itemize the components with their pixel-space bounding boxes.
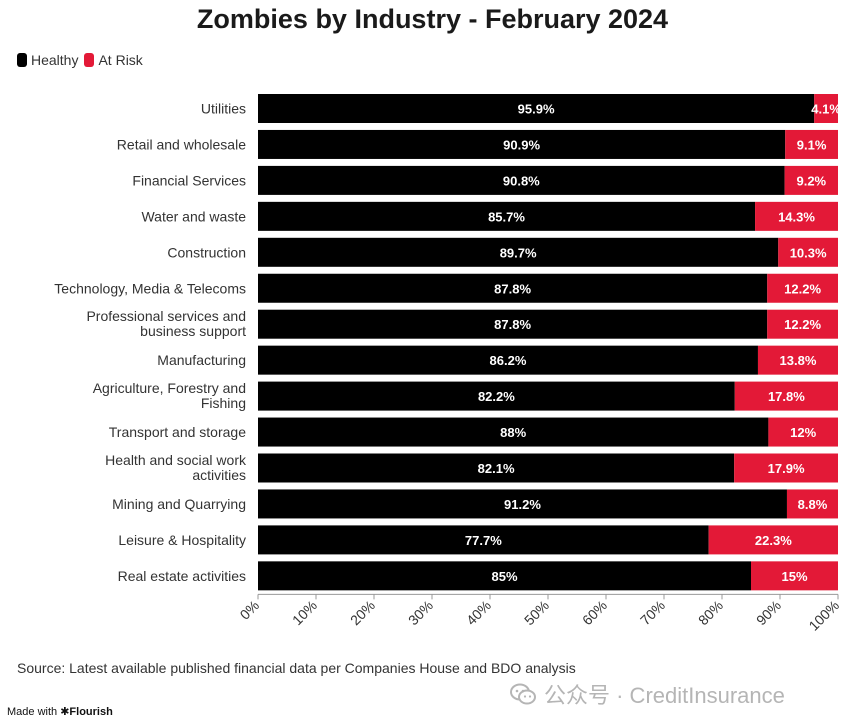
data-label-healthy-transport-and-storage: 88% [500,425,526,440]
category-label-real-estate-activities: Real estate activities [118,568,246,584]
x-tick-label-10: 100% [805,597,842,634]
stacked-bar-chart: Utilities 95.9% 4.1% Retail and wholesale 90… [54,94,842,634]
bar-healthy-construction [258,237,779,267]
bar-healthy-health-and-social-work-activities [258,453,735,483]
bar-at-risk-professional-services-and-business-support [767,309,838,339]
data-label-healthy-financial-services: 90.8% [503,173,540,188]
legend-swatch-healthy [17,53,27,67]
wechat-icon [510,683,536,705]
data-label-healthy-technology-media-telecoms: 87.8% [494,281,531,296]
bar-at-risk-leisure-hospitality [708,525,838,555]
bar-at-risk-construction [778,237,838,267]
bar-at-risk-manufacturing [757,345,838,375]
source-note: Source: Latest available published finan… [17,660,576,676]
data-label-at-risk-utilities: 4.1% [811,102,841,117]
category-label-transport-and-storage: Transport and storage [109,424,246,440]
bar-healthy-mining-and-quarrying [258,489,787,519]
bar-healthy-agriculture-forestry-and-fishing [258,381,735,411]
category-label-mining-and-quarrying: Mining and Quarrying [112,496,246,512]
data-label-healthy-leisure-hospitality: 77.7% [465,533,502,548]
x-tick-label-8: 80% [695,597,726,628]
data-label-at-risk-leisure-hospitality: 22.3% [755,533,792,548]
data-label-at-risk-financial-services: 9.2% [796,173,826,188]
legend-label-at-risk: At Risk [98,52,143,68]
category-label-professional-services-and-business-support: Professional services and business suppor… [86,308,246,339]
bar-at-risk-utilities [814,94,838,123]
x-tick-label-2: 20% [347,597,378,628]
bar-healthy-manufacturing [258,345,758,375]
bar-at-risk-retail-and-wholesale [785,129,838,159]
category-label-health-and-social-work-activities: Health and social work activities [105,452,247,483]
bar-at-risk-mining-and-quarrying [786,489,838,519]
data-label-healthy-manufacturing: 86.2% [490,353,527,368]
data-label-healthy-retail-and-wholesale: 90.9% [503,137,540,152]
legend: Healthy At Risk [17,52,149,68]
bar-healthy-professional-services-and-business-support [258,309,768,339]
data-label-at-risk-transport-and-storage: 12% [790,425,816,440]
flourish-logo-icon: ✱ [60,706,70,718]
data-label-at-risk-health-and-social-work-activities: 17.9% [768,461,805,476]
bar-healthy-utilities [258,94,815,123]
category-label-agriculture-forestry-and-fishing: Agriculture, Forestry and Fishing [93,380,246,411]
bar-healthy-retail-and-wholesale [258,129,786,159]
data-label-at-risk-manufacturing: 13.8% [780,353,817,368]
data-label-at-risk-retail-and-wholesale: 9.1% [797,137,827,152]
x-tick-label-0: 0% [236,597,262,623]
bar-at-risk-transport-and-storage [768,417,838,447]
category-label-construction: Construction [167,244,246,260]
bar-healthy-technology-media-telecoms [258,273,768,303]
data-label-at-risk-mining-and-quarrying: 8.8% [798,497,828,512]
category-label-utilities: Utilities [201,101,246,117]
category-label-water-and-waste: Water and waste [141,208,246,224]
x-tick-label-1: 10% [289,597,320,628]
data-label-healthy-water-and-waste: 85.7% [488,209,525,224]
data-label-healthy-utilities: 95.9% [518,102,555,117]
data-label-at-risk-agriculture-forestry-and-fishing: 17.8% [768,389,805,404]
data-label-at-risk-technology-media-telecoms: 12.2% [784,281,821,296]
data-label-healthy-mining-and-quarrying: 91.2% [504,497,541,512]
x-tick-label-7: 70% [637,597,668,628]
bar-healthy-financial-services [258,165,785,195]
watermark-text: 公众号 · CreditInsurance [544,683,785,708]
data-label-at-risk-professional-services-and-business-support: 12.2% [784,317,821,332]
bar-healthy-water-and-waste [258,201,756,231]
bar-at-risk-agriculture-forestry-and-fishing [734,381,838,411]
flourish-credit[interactable]: Made with ✱Flourish [7,705,113,718]
data-label-healthy-health-and-social-work-activities: 82.1% [478,461,515,476]
x-tick-label-3: 30% [405,597,436,628]
data-label-healthy-agriculture-forestry-and-fishing: 82.2% [478,389,515,404]
credit-prefix: Made with [7,706,58,718]
bar-at-risk-health-and-social-work-activities [734,453,838,483]
bar-at-risk-water-and-waste [755,201,838,231]
bar-at-risk-technology-media-telecoms [767,273,838,303]
category-label-technology-media-telecoms: Technology, Media & Telecoms [54,280,246,296]
category-label-leisure-hospitality: Leisure & Hospitality [118,532,246,548]
legend-label-healthy: Healthy [31,52,79,68]
x-tick-label-4: 40% [463,597,494,628]
category-label-financial-services: Financial Services [132,172,246,188]
legend-item-at-risk[interactable]: At Risk [84,52,143,68]
data-label-healthy-professional-services-and-business-support: 87.8% [494,317,531,332]
data-label-healthy-real-estate-activities: 85% [491,569,517,584]
bar-healthy-leisure-hospitality [258,525,709,555]
chart-title: Zombies by Industry - February 2024 [196,4,669,34]
bar-at-risk-financial-services [784,165,838,195]
bar-at-risk-real-estate-activities [751,561,838,591]
category-label-retail-and-wholesale: Retail and wholesale [117,136,246,152]
data-label-at-risk-construction: 10.3% [790,245,827,260]
x-tick-label-6: 60% [579,597,610,628]
bar-healthy-transport-and-storage [258,417,769,447]
x-tick-label-9: 90% [753,597,784,628]
legend-item-healthy[interactable]: Healthy [17,52,78,68]
bar-healthy-real-estate-activities [258,561,751,591]
category-label-manufacturing: Manufacturing [157,352,246,368]
credit-brand: Flourish [69,706,113,718]
data-label-at-risk-real-estate-activities: 15% [781,569,807,584]
x-tick-label-5: 50% [521,597,552,628]
data-label-healthy-construction: 89.7% [500,245,537,260]
watermark: 公众号 · CreditInsurance [510,678,785,710]
legend-swatch-at-risk [84,53,95,67]
data-label-at-risk-water-and-waste: 14.3% [778,209,815,224]
